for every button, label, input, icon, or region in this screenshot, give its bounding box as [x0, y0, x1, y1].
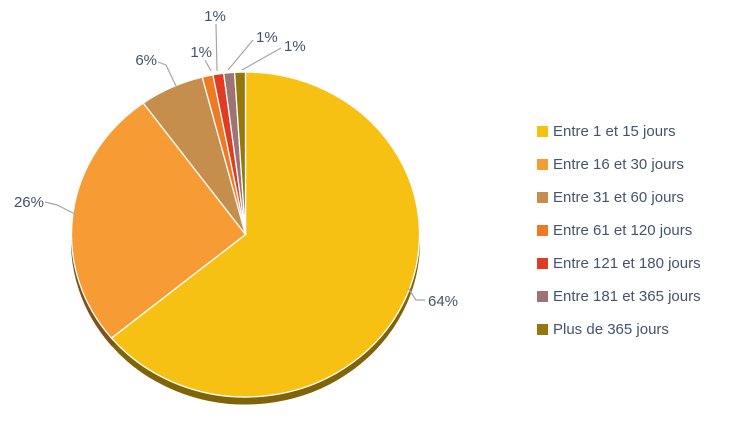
legend-swatch-icon	[537, 258, 548, 269]
label-leader-line	[215, 23, 218, 72]
label-leader-line	[241, 47, 282, 71]
legend-label: Plus de 365 jours	[553, 321, 669, 338]
legend-item-5: Entre 121 et 180 jours	[537, 256, 701, 271]
legend-label: Entre 61 et 120 jours	[553, 222, 693, 239]
label-leader-line	[204, 59, 212, 72]
legend-item-1: Entre 1 et 15 jours	[537, 124, 701, 139]
pie-slice-2	[70, 102, 247, 339]
legend-swatch-icon	[537, 324, 548, 335]
legend-label: Entre 31 et 60 jours	[553, 189, 684, 206]
percent-label: 1%	[204, 8, 226, 25]
legend-swatch-icon	[537, 192, 548, 203]
chart-legend: Entre 1 et 15 jours Entre 16 et 30 jours…	[537, 124, 701, 337]
legend-item-3: Entre 31 et 60 jours	[537, 190, 701, 205]
percent-label: 1%	[190, 44, 212, 61]
legend-label: Entre 16 et 30 jours	[553, 156, 684, 173]
legend-label: Entre 1 et 15 jours	[553, 123, 676, 140]
percent-label: 64%	[428, 293, 458, 310]
legend-swatch-icon	[537, 291, 548, 302]
percent-label: 6%	[135, 52, 157, 69]
legend-swatch-icon	[537, 159, 548, 170]
legend-swatch-icon	[537, 225, 548, 236]
pie-slice-1	[110, 71, 421, 398]
label-leader-line	[407, 287, 425, 301]
legend-item-7: Plus de 365 jours	[537, 322, 701, 337]
legend-item-6: Entre 181 et 365 jours	[537, 289, 701, 304]
legend-label: Entre 181 et 365 jours	[553, 288, 701, 305]
percent-label: 26%	[14, 194, 44, 211]
percent-label: 1%	[256, 29, 278, 46]
label-leader-line	[44, 201, 76, 215]
percent-label: 1%	[284, 38, 306, 55]
label-leader-line	[157, 61, 177, 87]
legend-label: Entre 121 et 180 jours	[553, 255, 701, 272]
legend-item-4: Entre 61 et 120 jours	[537, 223, 701, 238]
pie-slice-7	[233, 71, 247, 236]
legend-swatch-icon	[537, 126, 548, 137]
label-leader-line	[227, 39, 254, 71]
legend-item-2: Entre 16 et 30 jours	[537, 157, 701, 172]
